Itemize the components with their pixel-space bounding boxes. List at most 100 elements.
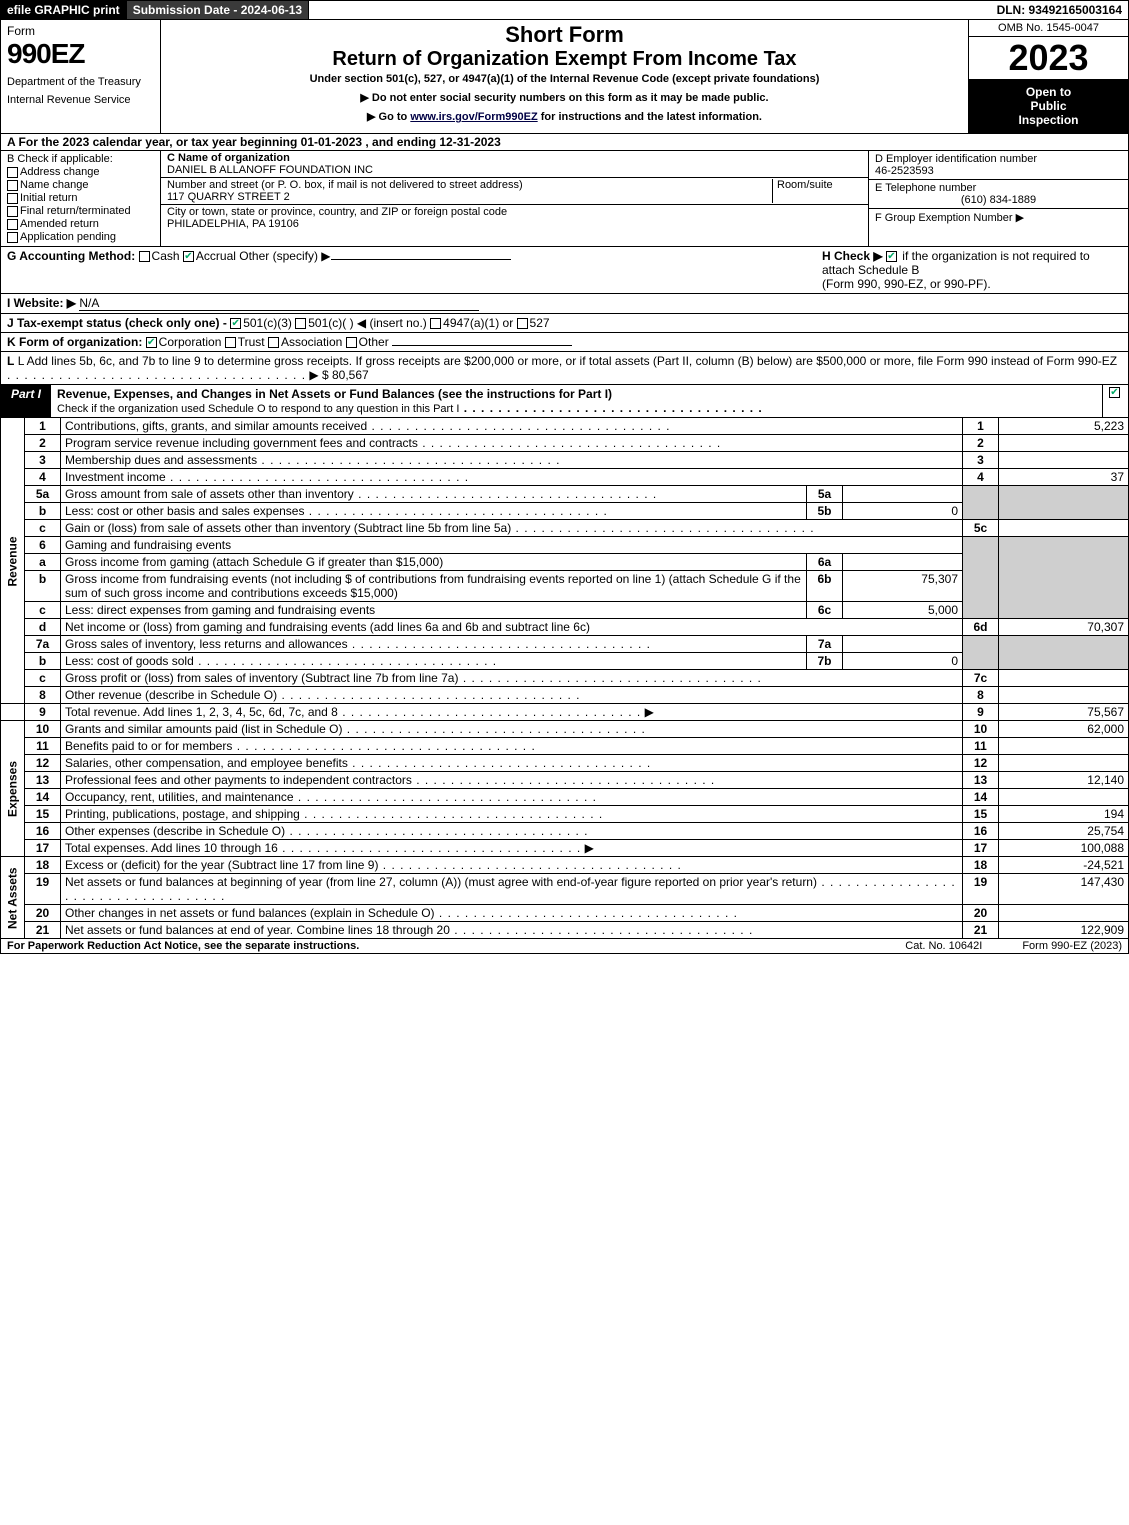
h-text3: (Form 990, 990-EZ, or 990-PF). (822, 277, 991, 291)
website-value: N/A (79, 296, 479, 311)
section-g-h: G Accounting Method: Cash Accrual Other … (0, 247, 1129, 294)
goto-prefix: ▶ Go to (367, 111, 410, 123)
part1-header: Part I Revenue, Expenses, and Changes in… (0, 385, 1129, 418)
j-label: J Tax-exempt status (check only one) - (7, 316, 227, 330)
ein-value: 46-2523593 (875, 165, 1122, 177)
efile-print-label: efile GRAPHIC print (1, 1, 127, 19)
chk-accrual[interactable] (183, 251, 194, 262)
goto-line: ▶ Go to www.irs.gov/Form990EZ for instru… (167, 110, 962, 123)
val-6c: 5,000 (843, 602, 963, 619)
form-footer: Form 990-EZ (2023) (1022, 940, 1122, 952)
omb-number: OMB No. 1545-0047 (969, 20, 1128, 37)
chk-trust[interactable] (225, 337, 236, 348)
chk-cash[interactable] (139, 251, 150, 262)
val-11 (999, 738, 1129, 755)
val-16: 25,754 (999, 823, 1129, 840)
l-value: 80,567 (332, 368, 369, 382)
chk-name-change[interactable]: Name change (7, 179, 154, 191)
l-arrow: ▶ $ (309, 368, 328, 382)
vlabel-expenses: Expenses (1, 721, 25, 857)
val-5b: 0 (843, 503, 963, 520)
return-title: Return of Organization Exempt From Incom… (167, 48, 962, 71)
section-c: C Name of organization DANIEL B ALLANOFF… (161, 151, 868, 246)
val-5c (999, 520, 1129, 537)
tax-year: 2023 (969, 37, 1128, 79)
form-word: Form (7, 24, 154, 38)
chk-corp[interactable] (146, 337, 157, 348)
chk-501c[interactable] (295, 318, 306, 329)
val-7c (999, 670, 1129, 687)
val-9: 75,567 (999, 704, 1129, 721)
city-value: PHILADELPHIA, PA 19106 (167, 218, 299, 230)
part1-checkbox[interactable] (1102, 385, 1128, 417)
room-suite-label: Room/suite (772, 179, 862, 203)
val-21: 122,909 (999, 922, 1129, 939)
f-label: F Group Exemption Number ▶ (875, 211, 1122, 224)
chk-final-return[interactable]: Final return/terminated (7, 205, 154, 217)
val-12 (999, 755, 1129, 772)
val-3 (999, 452, 1129, 469)
goto-suffix: for instructions and the latest informat… (541, 111, 762, 123)
under-section: Under section 501(c), 527, or 4947(a)(1)… (167, 73, 962, 85)
val-2 (999, 435, 1129, 452)
chk-address-change[interactable]: Address change (7, 166, 154, 178)
val-6b: 75,307 (843, 571, 963, 602)
val-15: 194 (999, 806, 1129, 823)
chk-application-pending[interactable]: Application pending (7, 231, 154, 243)
e-label: E Telephone number (875, 182, 1122, 194)
val-18: -24,521 (999, 857, 1129, 874)
top-grid: B Check if applicable: Address change Na… (0, 151, 1129, 247)
val-20 (999, 905, 1129, 922)
vlabel-revenue: Revenue (1, 418, 25, 704)
short-form-title: Short Form (167, 22, 962, 48)
chk-4947[interactable] (430, 318, 441, 329)
chk-527[interactable] (517, 318, 528, 329)
val-10: 62,000 (999, 721, 1129, 738)
dept-irs: Internal Revenue Service (7, 94, 154, 106)
val-17: 100,088 (999, 840, 1129, 857)
chk-assoc[interactable] (268, 337, 279, 348)
irs-link[interactable]: www.irs.gov/Form990EZ (410, 111, 537, 123)
l-text: L Add lines 5b, 6c, and 7b to line 9 to … (18, 354, 1117, 368)
open-line2: Public (971, 99, 1126, 113)
header-left: Form 990EZ Department of the Treasury In… (1, 20, 161, 133)
g-other-input[interactable] (331, 259, 511, 260)
form-number: 990EZ (7, 38, 154, 70)
open-to-public: Open to Public Inspection (969, 79, 1128, 133)
dln-label: DLN: 93492165003164 (991, 1, 1128, 19)
val-8 (999, 687, 1129, 704)
part1-tab: Part I (1, 385, 51, 417)
street-value: 117 QUARRY STREET 2 (167, 191, 290, 203)
header-mid: Short Form Return of Organization Exempt… (161, 20, 968, 133)
header-right: OMB No. 1545-0047 2023 Open to Public In… (968, 20, 1128, 133)
val-13: 12,140 (999, 772, 1129, 789)
g-other: Other (specify) ▶ (239, 249, 330, 263)
vlabel-netassets: Net Assets (1, 857, 25, 939)
val-6a (843, 554, 963, 571)
g-label: G Accounting Method: (7, 249, 135, 263)
val-1: 5,223 (999, 418, 1129, 435)
section-b: B Check if applicable: Address change Na… (1, 151, 161, 246)
chk-other-org[interactable] (346, 337, 357, 348)
city-label: City or town, state or province, country… (167, 206, 507, 218)
val-7b: 0 (843, 653, 963, 670)
k-other-input[interactable] (392, 345, 572, 346)
val-5a (843, 486, 963, 503)
chk-amended-return[interactable]: Amended return (7, 218, 154, 230)
chk-initial-return[interactable]: Initial return (7, 192, 154, 204)
part1-sub: Check if the organization used Schedule … (57, 403, 459, 415)
form-header: Form 990EZ Department of the Treasury In… (0, 20, 1129, 134)
section-j: J Tax-exempt status (check only one) - 5… (0, 314, 1129, 333)
section-l: L L Add lines 5b, 6c, and 7b to line 9 t… (0, 352, 1129, 385)
lines-table: Revenue 1 Contributions, gifts, grants, … (0, 418, 1129, 939)
chk-h[interactable] (886, 251, 897, 262)
org-name: DANIEL B ALLANOFF FOUNDATION INC (167, 164, 862, 176)
street-label: Number and street (or P. O. box, if mail… (167, 179, 523, 191)
val-7a (843, 636, 963, 653)
h-text1: H Check ▶ (822, 249, 883, 263)
chk-501c3[interactable] (230, 318, 241, 329)
phone-value: (610) 834-1889 (875, 194, 1122, 206)
ssn-warning: ▶ Do not enter social security numbers o… (167, 91, 962, 104)
part1-title: Revenue, Expenses, and Changes in Net As… (51, 385, 1102, 417)
open-line1: Open to (971, 85, 1126, 99)
